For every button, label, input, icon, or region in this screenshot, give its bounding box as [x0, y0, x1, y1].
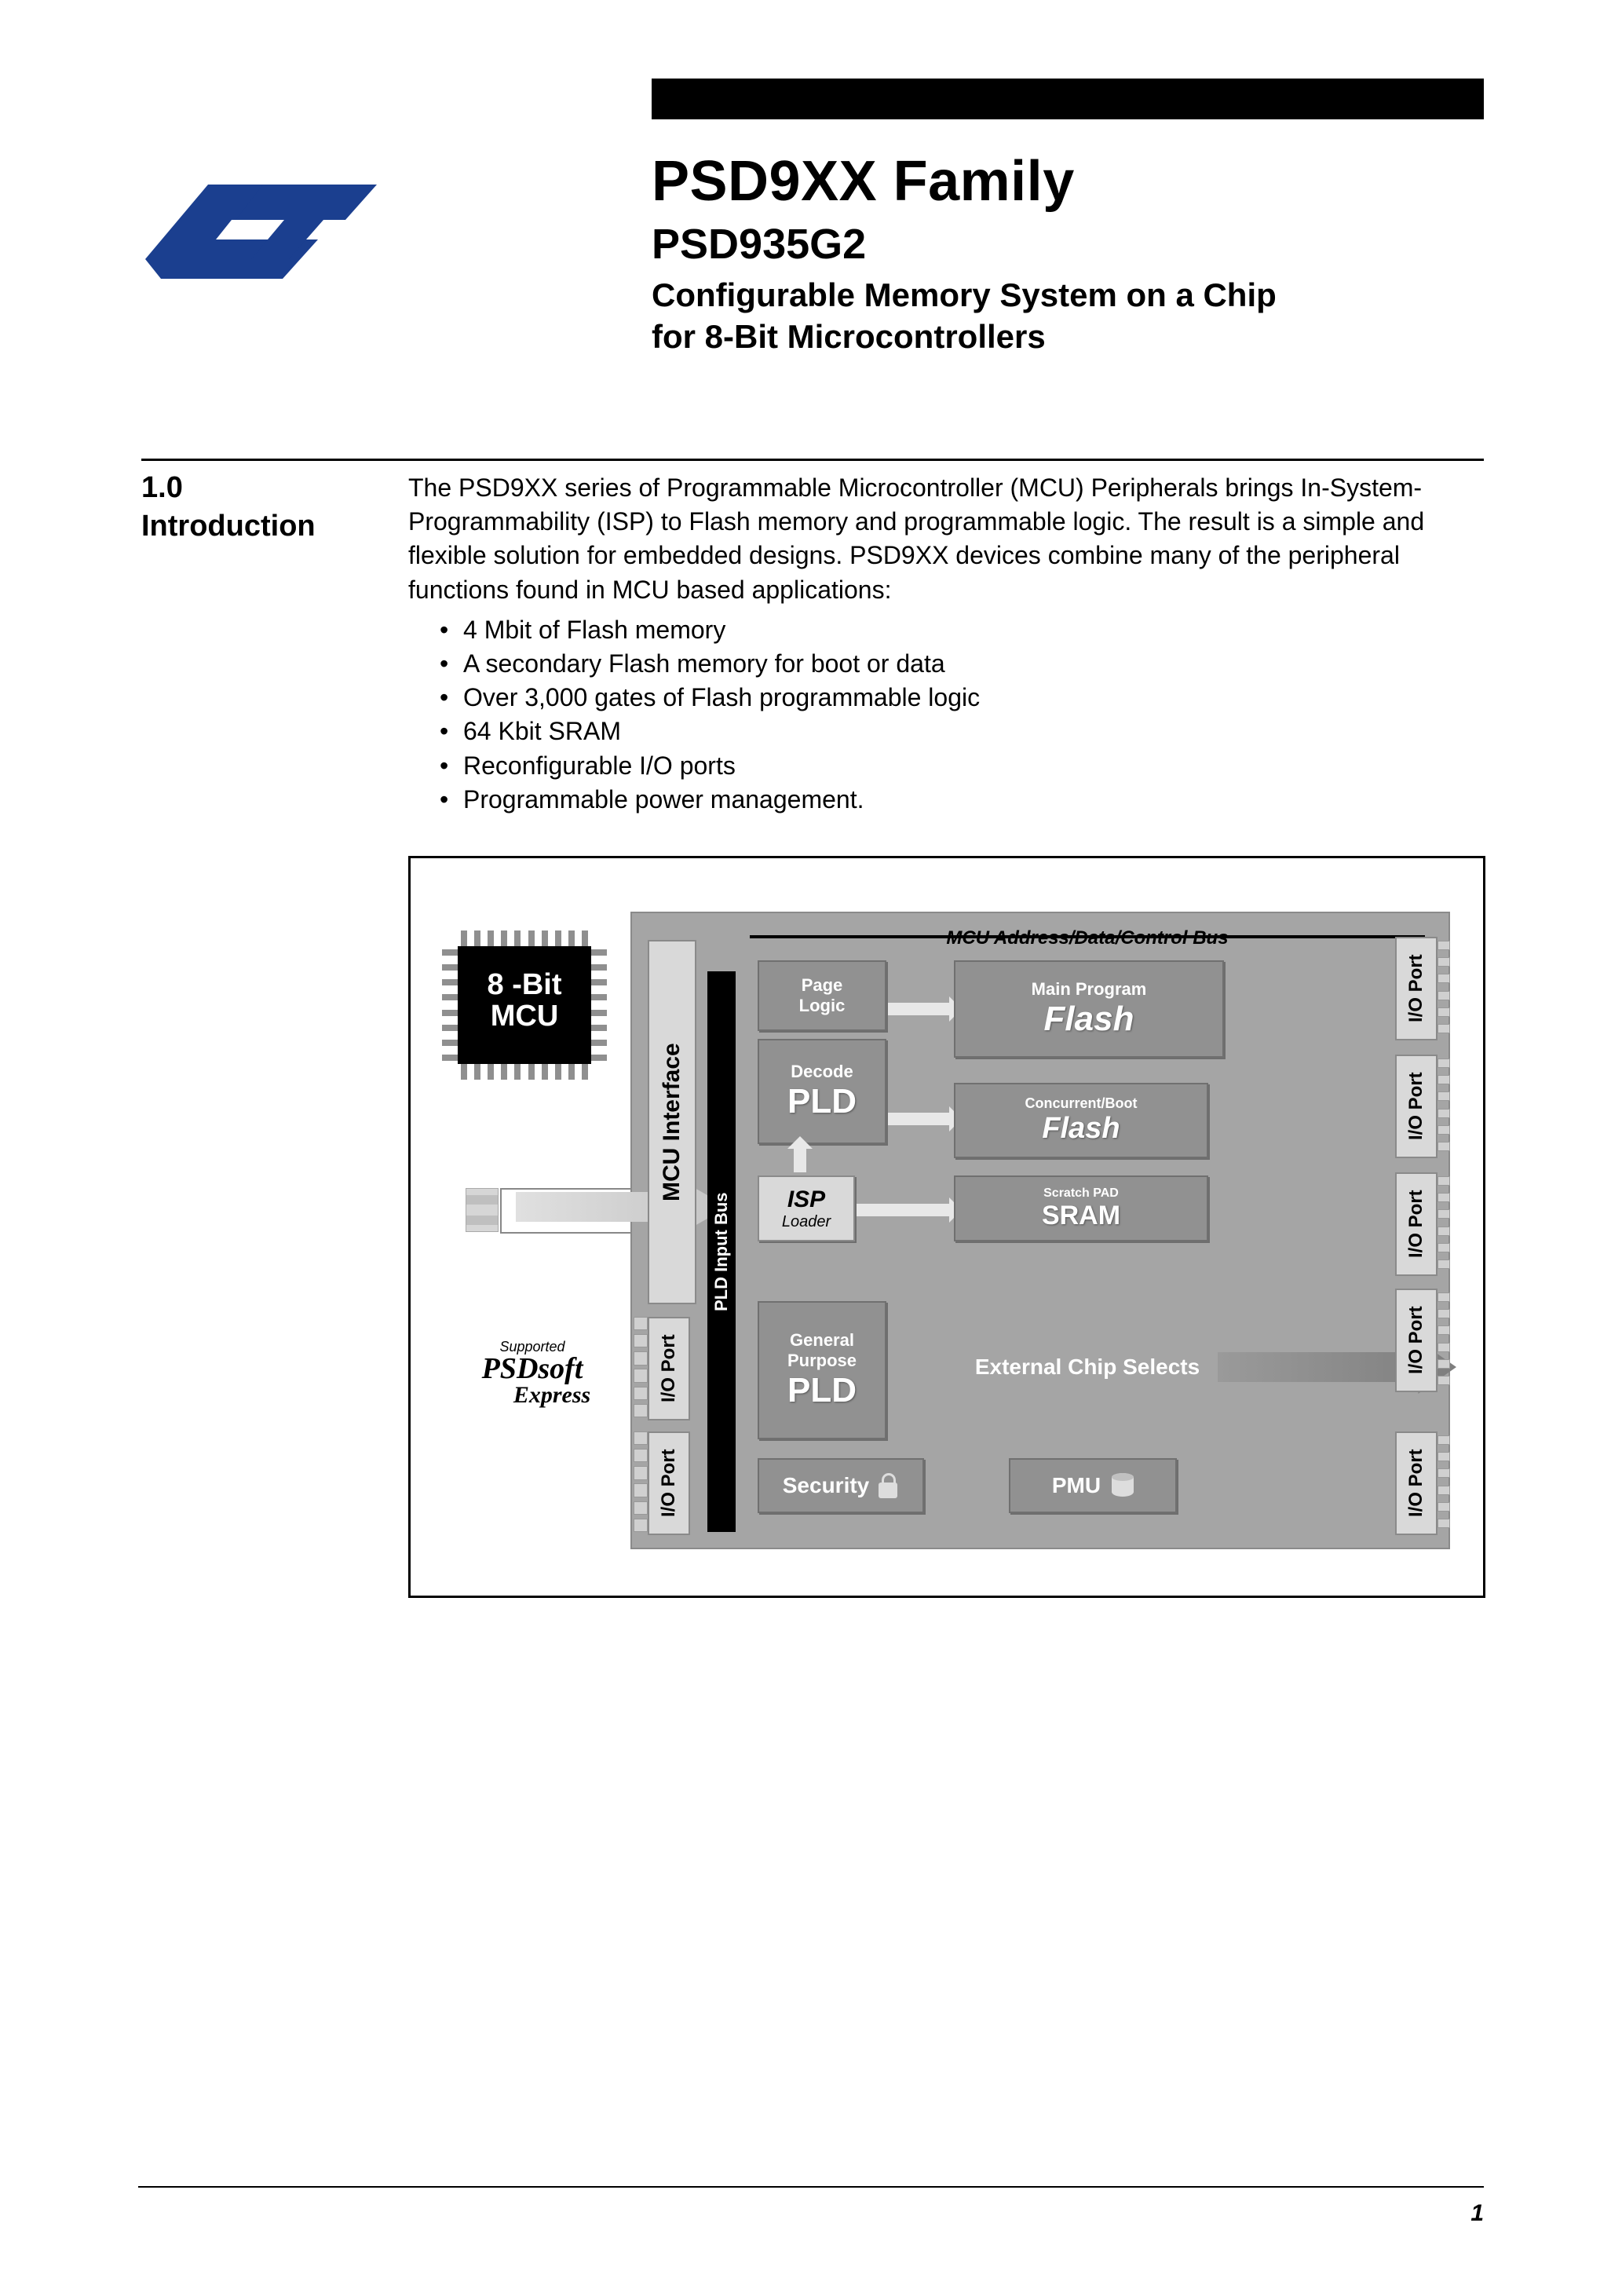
body-text: The PSD9XX series of Programmable Microc…	[408, 471, 1484, 817]
pld-input-bus: PLD Input Bus	[707, 971, 736, 1532]
lock-icon	[877, 1473, 899, 1498]
gp-l2: Purpose	[787, 1351, 857, 1371]
ecs-label: External Chip Selects	[975, 1355, 1200, 1380]
security-block: Security	[758, 1458, 924, 1513]
section-label: 1.0 Introduction	[141, 471, 361, 543]
main-flash-block: Main Program Flash	[954, 960, 1224, 1058]
mcu-bus-label: MCU Address/Data/Control Bus	[868, 927, 1307, 949]
main-flash-l1: Main Program	[1032, 979, 1147, 1000]
mcu-interface-block: MCU Interface	[648, 940, 696, 1304]
gp-pld-label: PLD	[787, 1371, 857, 1410]
mcu-chip-icon: 8 -Bit MCU	[442, 930, 607, 1080]
page-logic-l1: Page	[802, 975, 843, 996]
list-item: Programmable power management.	[440, 783, 1484, 817]
boot-flash-l1: Concurrent/Boot	[1025, 1095, 1138, 1112]
arrow-icon	[888, 1003, 949, 1015]
title-part-number: PSD935G2	[652, 220, 1484, 269]
psdsoft-logo: Supported PSDsoft Express	[450, 1339, 615, 1409]
io-pins-icon	[1438, 1055, 1450, 1155]
mcu-chip-label: 8 -Bit MCU	[442, 970, 607, 1033]
jtag-pins-icon	[466, 1188, 499, 1232]
io-port-right-5: I/O Port	[1395, 1431, 1438, 1535]
arrow-icon	[888, 1113, 949, 1125]
device-panel: MCU Interface I/O Port I/O Port PLD Inpu…	[630, 912, 1450, 1549]
io-port-left-1: I/O Port	[648, 1317, 690, 1420]
page-logic-l2: Logic	[799, 996, 846, 1016]
page-number: 1	[1470, 2200, 1484, 2227]
section-number: 1.0	[141, 471, 361, 505]
mcu-bus-line	[750, 935, 1425, 938]
io-port-right-3: I/O Port	[1395, 1172, 1438, 1276]
decode-label: Decode	[791, 1062, 853, 1082]
isp-label: ISP	[787, 1186, 825, 1213]
io-pins-icon	[634, 1317, 648, 1417]
pmu-label: PMU	[1052, 1473, 1101, 1498]
decode-pld-label: PLD	[787, 1082, 857, 1121]
database-icon	[1112, 1473, 1134, 1498]
io-pins-icon	[1438, 1289, 1450, 1389]
sram-l2: SRAM	[1042, 1201, 1120, 1231]
list-item: 64 Kbit SRAM	[440, 715, 1484, 748]
header-black-bar	[652, 79, 1484, 119]
subtitle: Configurable Memory System on a Chip for…	[652, 275, 1484, 357]
general-purpose-pld-block: General Purpose PLD	[758, 1301, 886, 1439]
decode-pld-block: Decode PLD	[758, 1039, 886, 1144]
isp-loader-block: ISP Loader	[758, 1175, 855, 1241]
mcu-chip-line2: MCU	[491, 1000, 559, 1033]
arrow-icon	[857, 1204, 949, 1216]
psdsoft-express: Express	[489, 1382, 615, 1409]
sram-block: Scratch PAD SRAM	[954, 1175, 1208, 1241]
title-family: PSD9XX Family	[652, 149, 1484, 214]
list-item: Reconfigurable I/O ports	[440, 749, 1484, 783]
list-item: Over 3,000 gates of Flash programmable l…	[440, 681, 1484, 715]
main-flash-l2: Flash	[1044, 1000, 1134, 1039]
external-chip-selects-label: External Chip Selects	[954, 1342, 1221, 1392]
io-port-left-2: I/O Port	[648, 1431, 690, 1535]
feature-list: 4 Mbit of Flash memory A secondary Flash…	[408, 613, 1484, 817]
io-pins-icon	[1438, 1431, 1450, 1532]
boot-flash-block: Concurrent/Boot Flash	[954, 1083, 1208, 1158]
section-divider	[141, 459, 1484, 461]
block-diagram: 8 -Bit MCU ISP via JTAG Supported PSDsof…	[408, 856, 1485, 1598]
io-pins-icon	[1438, 937, 1450, 1037]
list-item: 4 Mbit of Flash memory	[440, 613, 1484, 647]
psdsoft-main: PSDsoft	[450, 1355, 615, 1382]
page-logic-block: Page Logic	[758, 960, 886, 1031]
io-pins-icon	[634, 1431, 648, 1532]
boot-flash-l2: Flash	[1042, 1112, 1120, 1146]
header-block: PSD9XX Family PSD935G2 Configurable Memo…	[652, 149, 1484, 357]
intro-paragraph: The PSD9XX series of Programmable Microc…	[408, 471, 1484, 607]
pmu-block: PMU	[1009, 1458, 1177, 1513]
sram-l1: Scratch PAD	[1043, 1186, 1119, 1201]
up-arrow-icon	[794, 1149, 806, 1172]
subtitle-line2: for 8-Bit Microcontrollers	[652, 318, 1046, 355]
io-port-right-1: I/O Port	[1395, 937, 1438, 1040]
st-logo	[141, 173, 377, 279]
security-label: Security	[783, 1473, 870, 1498]
list-item: A secondary Flash memory for boot or dat…	[440, 647, 1484, 681]
io-port-right-2: I/O Port	[1395, 1055, 1438, 1158]
section-title: Introduction	[141, 510, 361, 543]
gp-l1: General	[790, 1330, 854, 1351]
footer-divider	[138, 2186, 1484, 2188]
subtitle-line1: Configurable Memory System on a Chip	[652, 276, 1277, 313]
io-port-right-4: I/O Port	[1395, 1289, 1438, 1392]
io-pins-icon	[1438, 1172, 1450, 1273]
mcu-chip-line1: 8 -Bit	[488, 968, 562, 1001]
loader-label: Loader	[782, 1213, 831, 1231]
